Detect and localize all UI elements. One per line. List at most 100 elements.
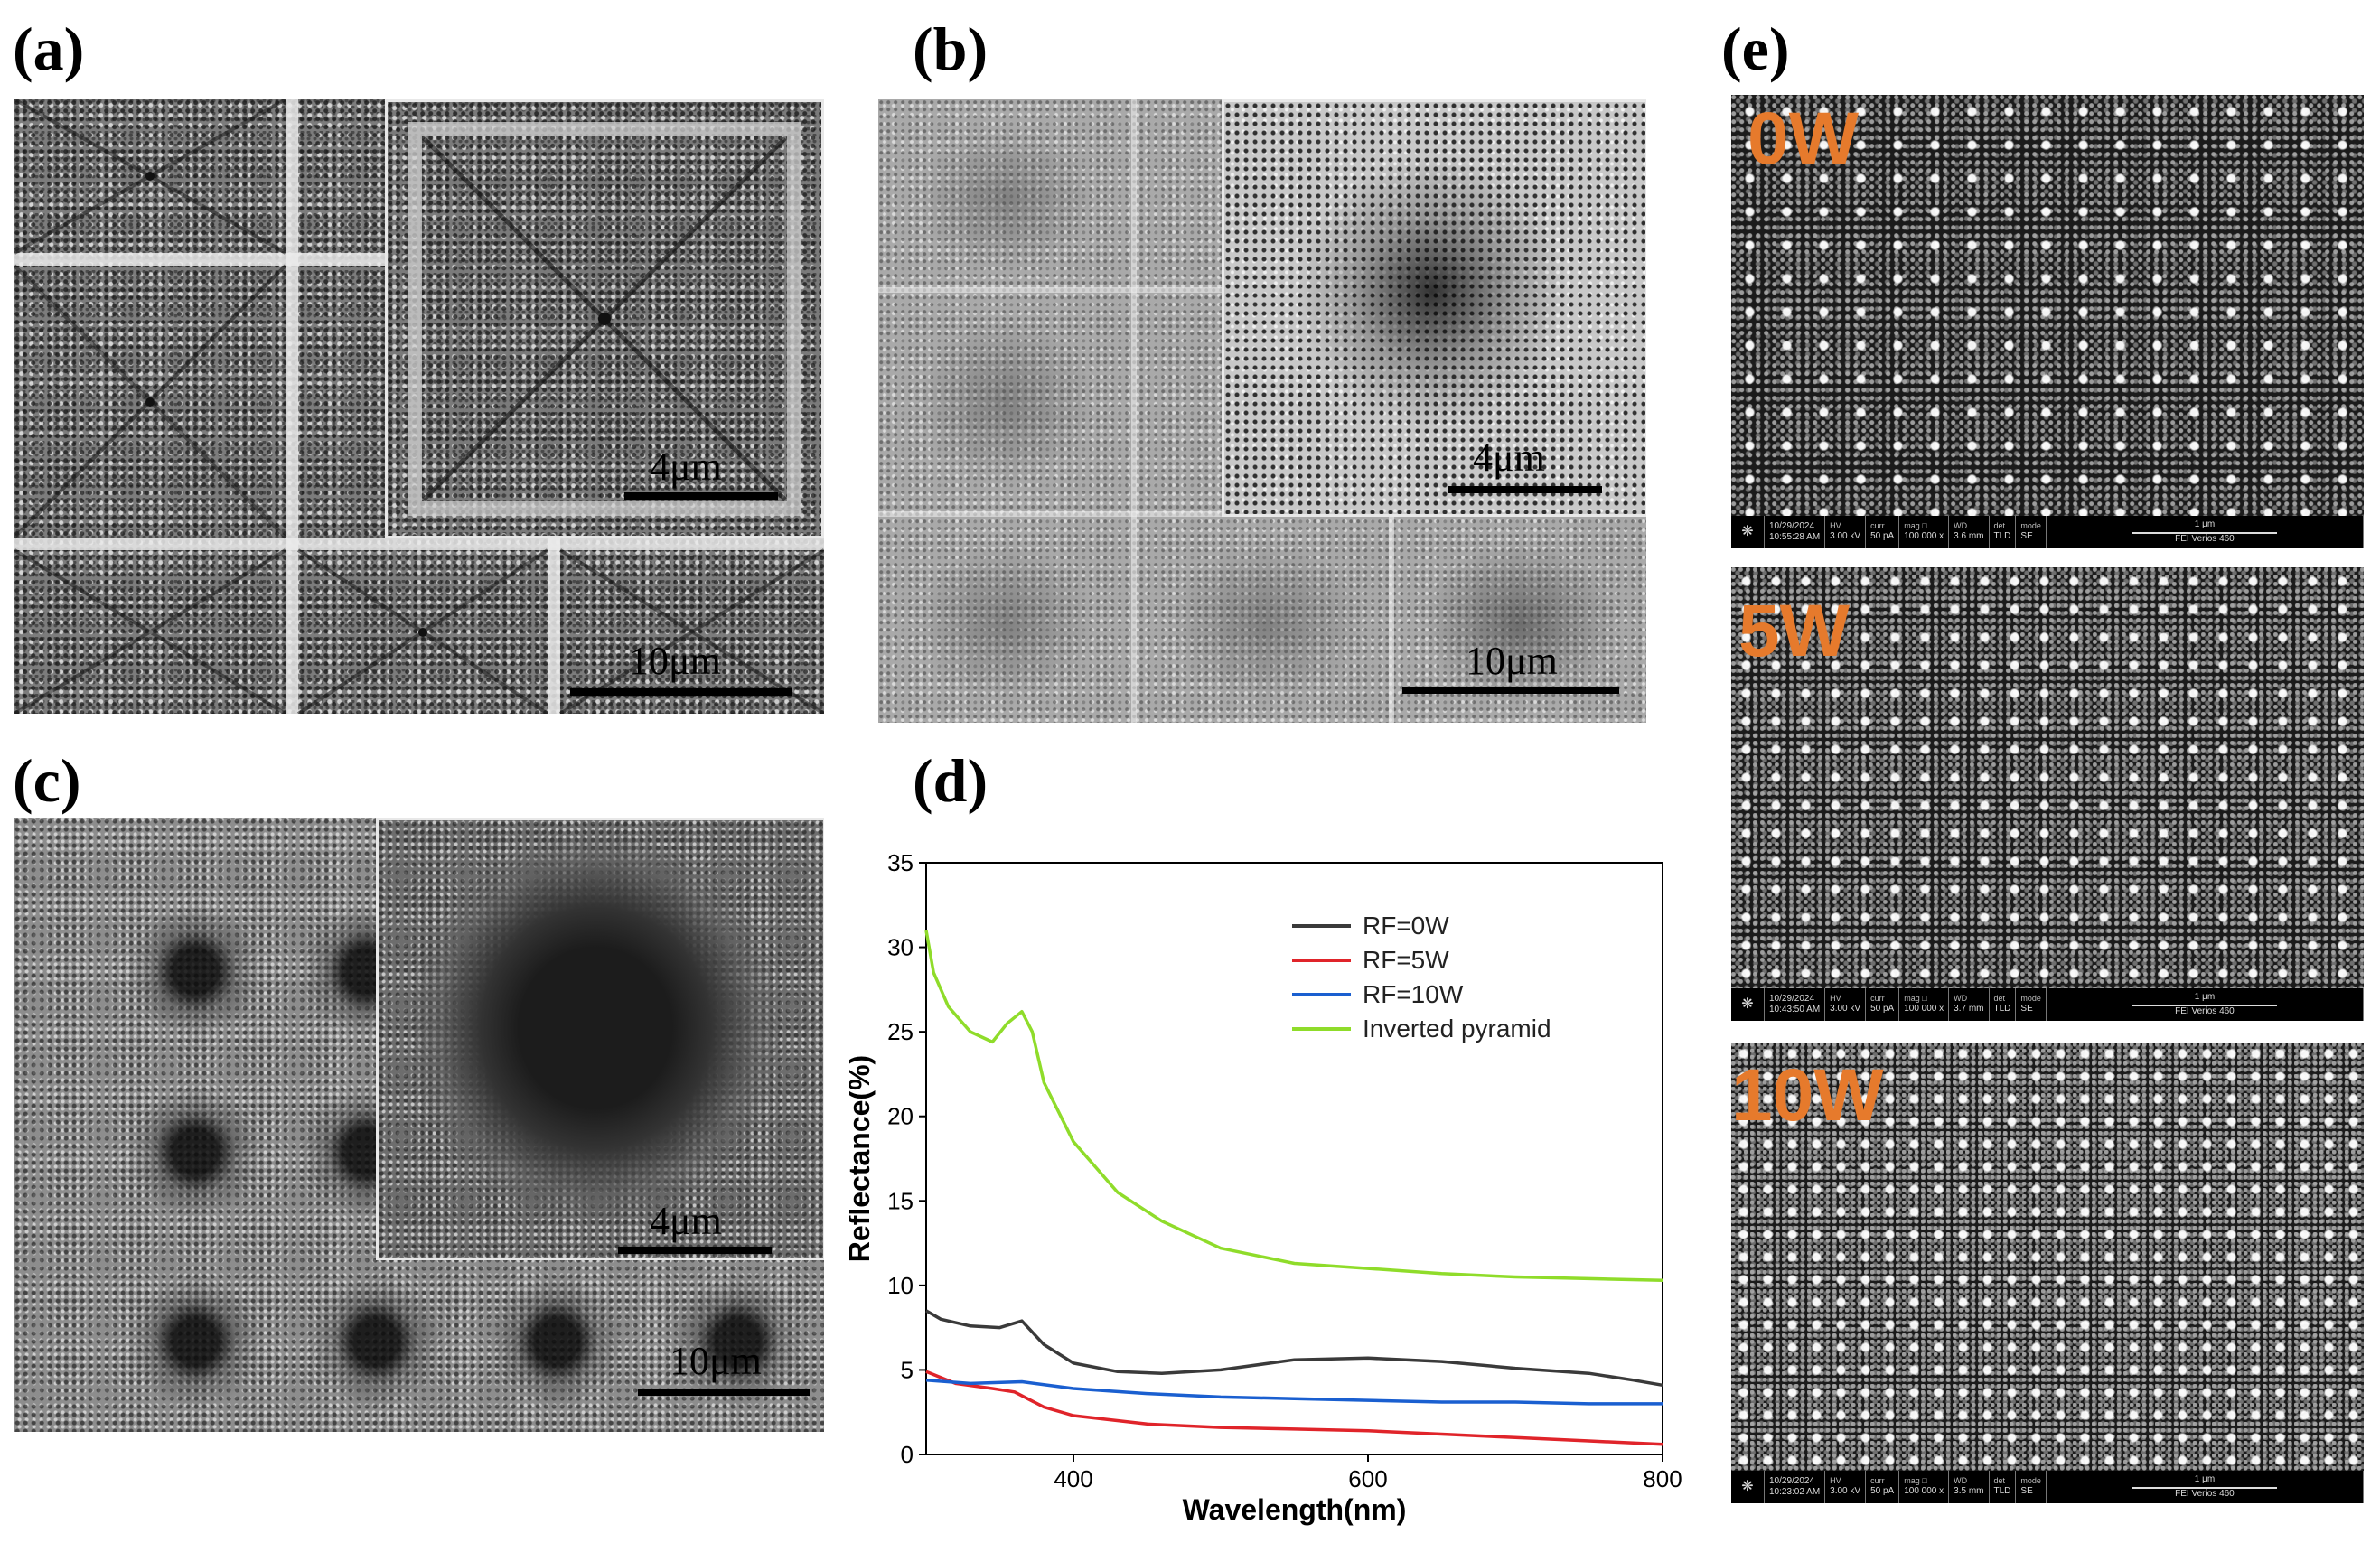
sem-inset-c: 4μm <box>376 818 824 1260</box>
mini-scale-bar <box>2132 1005 2277 1006</box>
sem-image-c: 4μm 10μm <box>14 818 824 1432</box>
x-tick-label: 400 <box>1054 1465 1092 1492</box>
info-det: det TLD <box>1990 988 2017 1021</box>
sem-image-b: 4μm 10μm <box>878 99 1646 723</box>
pyramid-center <box>914 126 1095 271</box>
legend-label: RF=5W <box>1363 946 1449 974</box>
sem-image-a: 4μm 10μm <box>14 99 824 714</box>
info-hv: HV 3.00 kV <box>1825 988 1867 1021</box>
y-tick-label: 0 <box>901 1441 914 1468</box>
y-axis-label: Reflectance(%) <box>849 1055 876 1262</box>
info-scale: 1 μm FEI Verios 460 <box>2047 516 2364 548</box>
y-tick-label: 5 <box>901 1356 914 1383</box>
panel-label-c: (c) <box>13 746 81 815</box>
series-line-rf-10w <box>925 1378 1663 1406</box>
info-scale: 1 μm FEI Verios 460 <box>2047 1471 2364 1503</box>
reflectance-chart: 0 5 10 15 20 25 30 35 400 600 800 Wavelength(nm) Ref… <box>843 840 1690 1527</box>
y-tick-label: 25 <box>887 1018 914 1045</box>
pit-center <box>123 1080 267 1224</box>
panel-label-e: (e) <box>1721 14 1790 83</box>
sem-image-e-5w: 5W ❋ 10/29/2024 10:43:50 AM HV 3.00 kV cur… <box>1731 567 2364 1021</box>
pyramid-center <box>1420 542 1619 705</box>
pyramid-ridge <box>14 538 824 550</box>
info-wd: WD 3.7 mm <box>1949 988 1990 1021</box>
info-mode: mode SE <box>2016 1471 2047 1503</box>
legend-label: RF=10W <box>1363 980 1464 1008</box>
info-curr: curr 50 pA <box>1866 516 1900 548</box>
pit-center <box>415 838 776 1218</box>
info-mag: mag □ 100 000 x <box>1899 516 1950 548</box>
info-wd: WD 3.6 mm <box>1949 516 1990 548</box>
legend-label: RF=0W <box>1363 912 1449 940</box>
pit-center <box>484 1269 629 1414</box>
info-datetime: 10/29/2024 10:23:02 AM <box>1765 1471 1826 1503</box>
y-tick-label: 20 <box>887 1103 914 1130</box>
scale-label-main: 10μm <box>1466 639 1558 683</box>
mini-scale-bar <box>2132 532 2277 534</box>
info-scale: 1 μm FEI Verios 460 <box>2047 988 2364 1021</box>
pit-center <box>123 1269 267 1414</box>
panel-label-a: (a) <box>13 14 85 83</box>
pit-center <box>304 1269 448 1414</box>
sem-image-e-0w: 0W ❋ 10/29/2024 10:55:28 AM HV 3.00 kV cur… <box>1731 95 2364 548</box>
x-tick-label: 800 <box>1643 1465 1682 1492</box>
sem-info-bar: ❋ 10/29/2024 10:55:28 AM HV 3.00 kV curr 50… <box>1731 516 2364 548</box>
info-det: det TLD <box>1990 1471 2017 1503</box>
y-tick-label: 35 <box>887 849 914 876</box>
pyramid-rim <box>408 122 801 516</box>
scale-label-main: 10μm <box>629 639 721 683</box>
info-datetime: 10/29/2024 10:55:28 AM <box>1765 516 1826 548</box>
info-hv: HV 3.00 kV <box>1825 516 1867 548</box>
pyramid-center <box>1297 156 1568 427</box>
x-tick-label: 600 <box>1348 1465 1387 1492</box>
x-axis-label: Wavelength(nm) <box>1183 1493 1407 1526</box>
scale-label-inset: 4μm <box>650 1199 722 1243</box>
y-tick-label: 10 <box>887 1272 914 1299</box>
info-det: det TLD <box>1990 516 2017 548</box>
y-tick-label: 30 <box>887 934 914 961</box>
scale-label-inset: 4μm <box>1473 435 1545 480</box>
scale-bar-main <box>1402 687 1619 694</box>
power-label: 10W <box>1731 1054 1884 1136</box>
power-label: 0W <box>1748 98 1859 180</box>
panel-label-b: (b) <box>913 14 989 83</box>
sem-info-bar: ❋ 10/29/2024 10:43:50 AM HV 3.00 kV curr 50… <box>1731 988 2364 1021</box>
scale-bar-main <box>638 1389 810 1396</box>
scale-bar-inset <box>1448 486 1602 493</box>
panel-label-d: (d) <box>913 746 989 815</box>
info-datetime: 10/29/2024 10:43:50 AM <box>1765 988 1826 1021</box>
fei-logo-icon: ❋ <box>1731 1471 1765 1503</box>
pyramid-ridge <box>1131 99 1137 723</box>
series-line-rf-5w <box>925 1370 1663 1446</box>
sem-info-bar: ❋ 10/29/2024 10:23:02 AM HV 3.00 kV curr 50… <box>1731 1471 2364 1503</box>
info-curr: curr 50 pA <box>1866 988 1900 1021</box>
pyramid-ridge <box>1389 511 1394 723</box>
info-mag: mag □ 100 000 x <box>1899 988 1950 1021</box>
pyramid-center <box>914 316 1095 488</box>
info-mag: mag □ 100 000 x <box>1899 1471 1950 1503</box>
info-mode: mode SE <box>2016 988 2047 1021</box>
scale-bar-inset <box>618 1247 772 1254</box>
info-mode: mode SE <box>2016 516 2047 548</box>
info-wd: WD 3.5 mm <box>1949 1471 1990 1503</box>
scale-bar-inset <box>624 492 778 500</box>
plot-frame <box>925 862 1663 1455</box>
scale-bar-main <box>570 688 792 696</box>
scale-label-main: 10μm <box>670 1339 762 1383</box>
chart-svg: 0 5 10 15 20 25 30 35 400 600 800 Wavelength(nm) Ref… <box>843 849 1682 1526</box>
sem-image-e-10w: 10W ❋ 10/29/2024 10:23:02 AM HV 3.00 kV cu… <box>1731 1043 2364 1503</box>
info-hv: HV 3.00 kV <box>1825 1471 1867 1503</box>
pyramid-center <box>914 542 1095 705</box>
scale-label-inset: 4μm <box>650 444 722 489</box>
pyramid-diagonals <box>422 136 787 501</box>
y-tick-label: 15 <box>887 1187 914 1214</box>
info-curr: curr 50 pA <box>1866 1471 1900 1503</box>
power-label: 5W <box>1738 590 1850 672</box>
pyramid-center <box>1167 542 1366 705</box>
series-line-rf-0w <box>925 1309 1663 1388</box>
pyramid-diagonals <box>14 99 824 714</box>
fei-logo-icon: ❋ <box>1731 988 1765 1021</box>
pit-center <box>123 899 267 1043</box>
pyramid-ridge <box>286 99 298 714</box>
fei-logo-icon: ❋ <box>1731 516 1765 548</box>
